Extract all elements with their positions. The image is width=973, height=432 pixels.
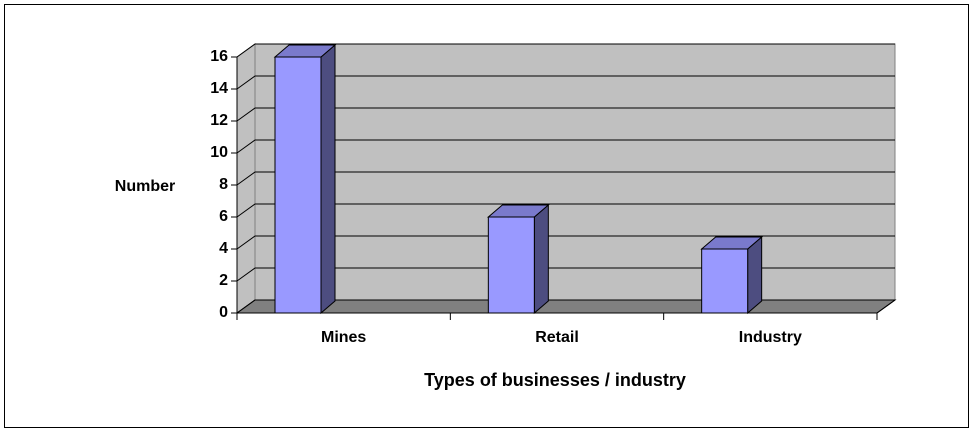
grid-line <box>236 203 895 218</box>
grid-line <box>236 107 895 122</box>
y-tick-label: 4 <box>219 240 228 257</box>
bar-side <box>320 43 336 315</box>
bar-front <box>487 216 535 314</box>
y-tick-label: 0 <box>219 304 228 321</box>
floor-edge <box>876 299 896 314</box>
y-tick-label: 6 <box>219 208 228 225</box>
bar-front <box>274 56 322 314</box>
grid-line <box>236 43 895 58</box>
x-tick-label: Mines <box>321 329 366 346</box>
grid-line <box>236 235 895 250</box>
y-tick-label: 2 <box>219 272 228 289</box>
y-axis-label: Number <box>115 178 175 195</box>
bar-front <box>701 248 749 314</box>
grid-line <box>236 299 895 314</box>
grid-line <box>236 139 895 154</box>
grid-line <box>236 75 895 90</box>
x-tick-label: Industry <box>739 329 802 346</box>
y-tick-label: 8 <box>219 176 228 193</box>
floor <box>235 299 897 314</box>
bar-side <box>747 235 763 315</box>
y-tick-label: 14 <box>210 80 228 97</box>
bar <box>700 235 764 315</box>
y-tick-label: 10 <box>210 144 228 161</box>
x-tick-label: Retail <box>535 329 579 346</box>
bar <box>486 203 550 315</box>
bar-side <box>533 203 549 315</box>
grid-line <box>236 171 895 186</box>
y-tick-label: 12 <box>210 112 228 129</box>
bar <box>273 43 337 315</box>
grid-line <box>236 267 895 282</box>
y-tick-label: 16 <box>210 48 228 65</box>
x-axis-label: Types of businesses / industry <box>424 370 686 390</box>
